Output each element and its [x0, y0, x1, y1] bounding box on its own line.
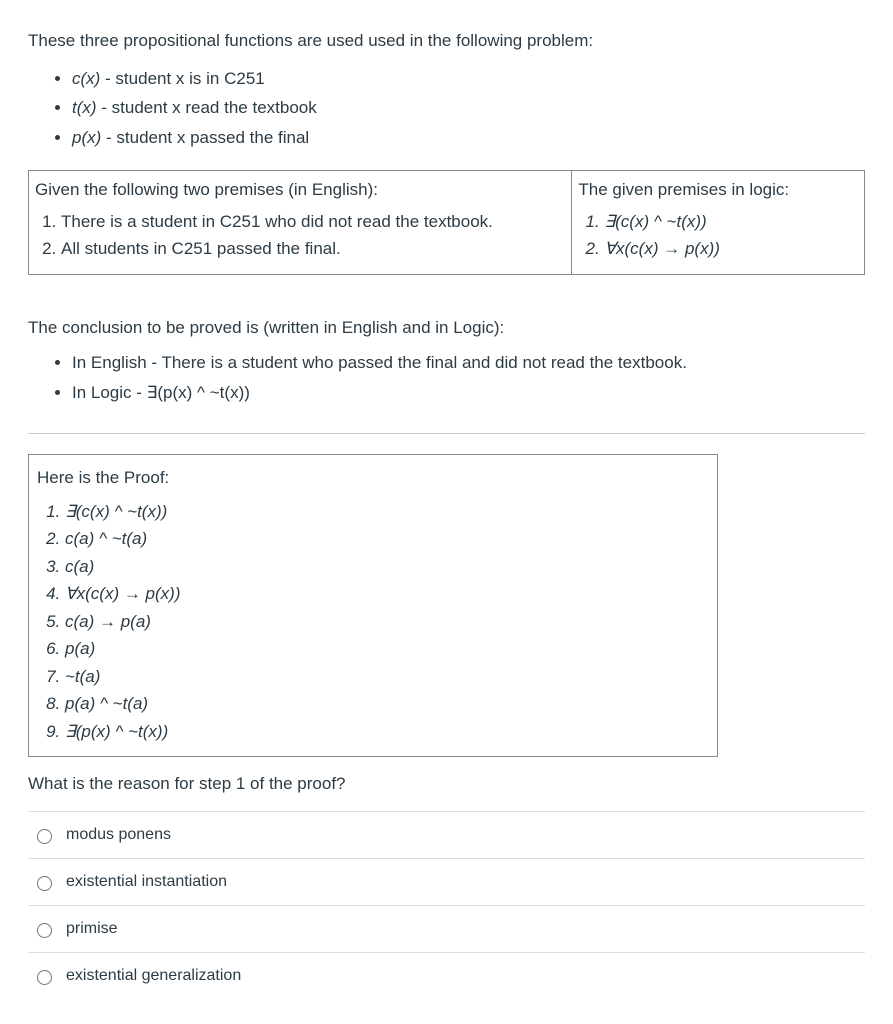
function-item: p(x) - student x passed the final [72, 125, 865, 151]
function-item: t(x) - student x read the textbook [72, 95, 865, 121]
proof-step: ∀x(c(x) → p(x)) [65, 581, 707, 607]
proof-step: p(a) ^ ~t(a) [65, 691, 707, 717]
premise-logic-item: ∀x(c(x) → p(x)) [604, 236, 858, 262]
function-desc: - student x is in C251 [100, 69, 264, 88]
option-row[interactable]: modus ponens [28, 811, 865, 858]
functions-list: c(x) - student x is in C251 t(x) - stude… [28, 66, 865, 151]
function-sym: t(x) [72, 98, 97, 117]
premise-english-item: All students in C251 passed the final. [61, 236, 565, 262]
function-desc: - student x read the textbook [97, 98, 317, 117]
premise-logic-item: ∃(c(x) ^ ~t(x)) [604, 209, 858, 235]
answer-options: modus ponens existential instantiation p… [28, 811, 865, 992]
proof-step: c(a) ^ ~t(a) [65, 526, 707, 552]
option-radio[interactable] [37, 829, 52, 844]
option-radio[interactable] [37, 970, 52, 985]
proof-heading: Here is the Proof: [37, 465, 707, 491]
function-desc: - student x passed the final [101, 128, 309, 147]
option-label: existential generalization [66, 964, 241, 988]
conclusion-item: In Logic - ∃(p(x) ^ ~t(x)) [72, 380, 865, 406]
conclusion-item: In English - There is a student who pass… [72, 350, 865, 376]
proof-step: c(a) [65, 554, 707, 580]
proof-step: ∃(c(x) ^ ~t(x)) [65, 499, 707, 525]
premises-left-heading: Given the following two premises (in Eng… [35, 177, 565, 203]
proof-step: c(a) → p(a) [65, 609, 707, 635]
proof-step: p(a) [65, 636, 707, 662]
option-label: modus ponens [66, 823, 171, 847]
function-item: c(x) - student x is in C251 [72, 66, 865, 92]
option-row[interactable]: existential generalization [28, 952, 865, 992]
option-label: primise [66, 917, 118, 941]
divider [28, 433, 865, 434]
proof-step: ~t(a) [65, 664, 707, 690]
function-sym: c(x) [72, 69, 100, 88]
premises-right-heading: The given premises in logic: [578, 177, 858, 203]
proof-step: ∃(p(x) ^ ~t(x)) [65, 719, 707, 745]
option-row[interactable]: existential instantiation [28, 858, 865, 905]
option-row[interactable]: primise [28, 905, 865, 952]
intro-text: These three propositional functions are … [28, 28, 865, 54]
premise-english-item: There is a student in C251 who did not r… [61, 209, 565, 235]
proof-box: Here is the Proof: ∃(c(x) ^ ~t(x)) c(a) … [28, 454, 718, 757]
option-radio[interactable] [37, 923, 52, 938]
premises-table: Given the following two premises (in Eng… [28, 170, 865, 275]
function-sym: p(x) [72, 128, 101, 147]
option-label: existential instantiation [66, 870, 227, 894]
question-prompt: What is the reason for step 1 of the pro… [28, 771, 865, 797]
option-radio[interactable] [37, 876, 52, 891]
conclusion-list: In English - There is a student who pass… [28, 350, 865, 405]
conclusion-heading: The conclusion to be proved is (written … [28, 315, 865, 341]
